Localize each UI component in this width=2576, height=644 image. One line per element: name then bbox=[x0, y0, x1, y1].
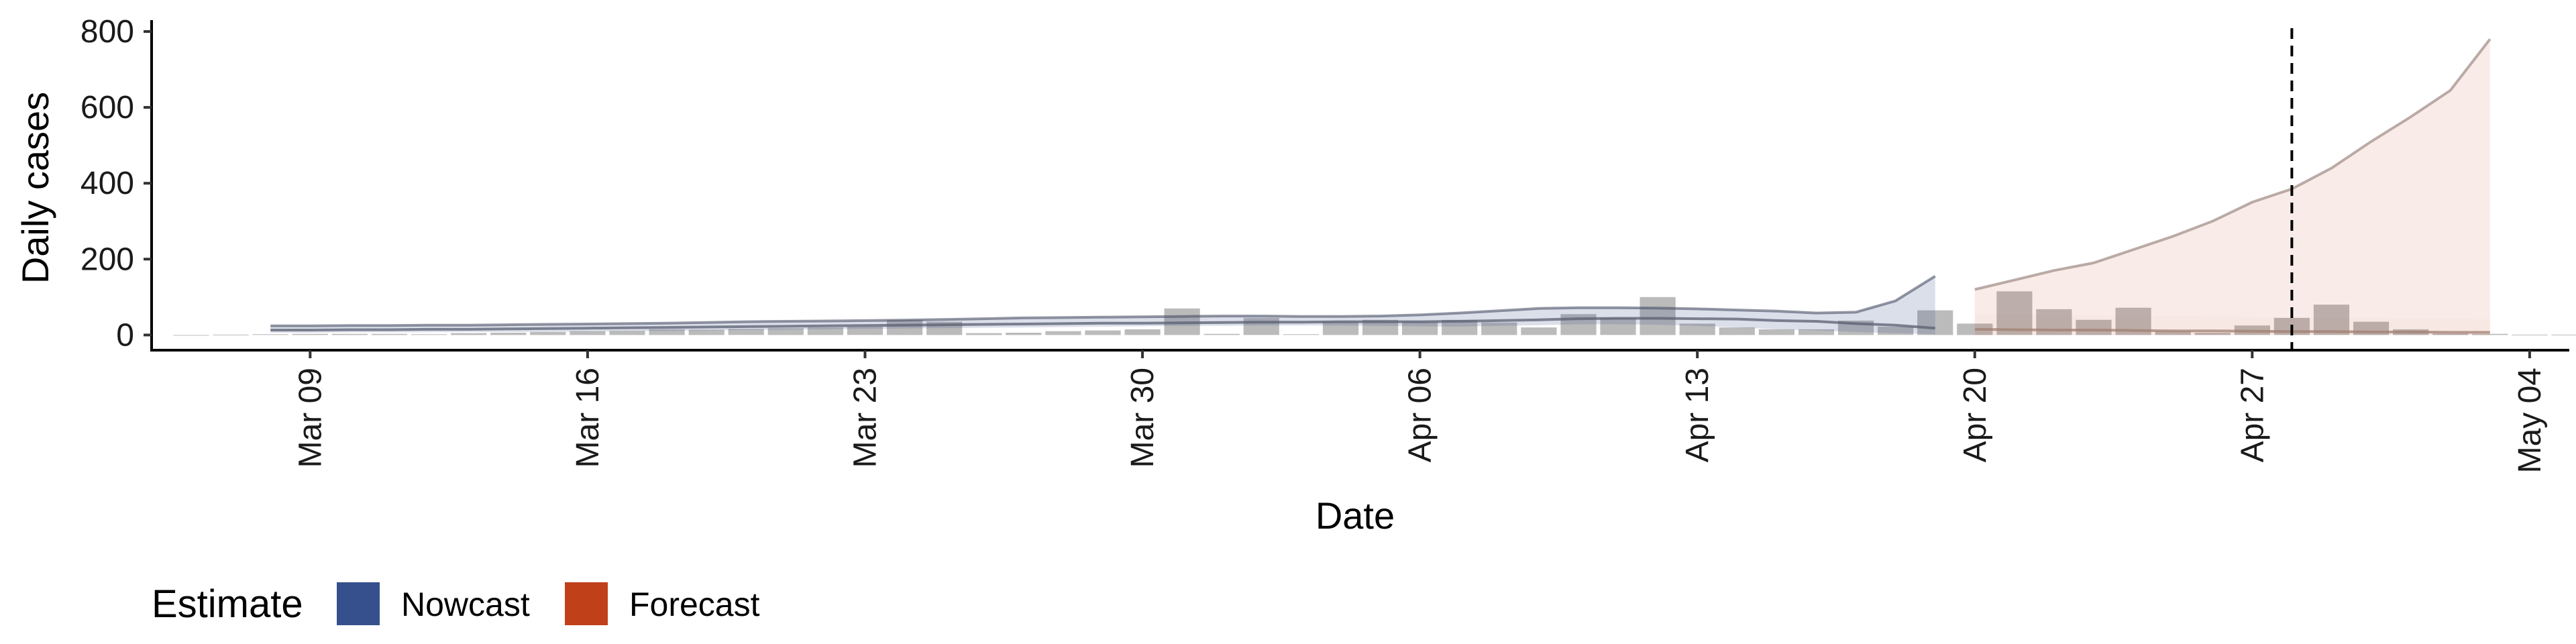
x-tick-label: Apr 20 bbox=[1957, 368, 1993, 462]
observed-case-bar bbox=[1243, 317, 1279, 335]
observed-case-bar bbox=[1719, 327, 1755, 335]
observed-case-bar bbox=[1322, 321, 1359, 335]
observed-case-bar bbox=[1679, 323, 1715, 335]
observed-case-bar bbox=[1203, 333, 1240, 335]
observed-case-bar bbox=[728, 329, 764, 335]
observed-case-bar bbox=[1996, 291, 2033, 335]
legend-label-nowcast: Nowcast bbox=[401, 586, 530, 623]
axes: 0 200 400 600 800 Mar 09 Mar 16 Mar 23 Mar 30 Apr… bbox=[80, 14, 2569, 473]
observed-case-bar bbox=[411, 334, 447, 335]
observed-case-bar bbox=[331, 333, 368, 335]
observed-case-bar bbox=[2432, 333, 2469, 335]
observed-case-bar bbox=[649, 329, 685, 335]
legend: Estimate Nowcast Forecast bbox=[152, 582, 760, 626]
x-tick-label: Mar 09 bbox=[292, 368, 328, 468]
observed-case-bar bbox=[1878, 326, 1914, 335]
x-tick-label: Apr 13 bbox=[1680, 368, 1715, 462]
y-tick-label: 200 bbox=[80, 241, 134, 277]
observed-case-bar bbox=[1640, 297, 1676, 335]
observed-case-bar bbox=[2155, 331, 2191, 335]
forecast-median-line bbox=[1974, 327, 2490, 334]
observed-case-bar bbox=[767, 328, 804, 335]
observed-case-bar bbox=[1917, 310, 1953, 335]
nowcast-upper-line bbox=[270, 275, 1936, 327]
y-axis-title: Daily cases bbox=[14, 92, 56, 284]
observed-case-bar bbox=[887, 319, 923, 335]
legend-swatch-forecast bbox=[565, 582, 608, 625]
observed-case-bar bbox=[451, 333, 487, 335]
legend-swatch-nowcast bbox=[337, 582, 380, 625]
observed-case-bar bbox=[570, 331, 606, 335]
observed-case-bar bbox=[1521, 327, 1557, 335]
legend-title: Estimate bbox=[152, 582, 303, 626]
observed-case-bar bbox=[1006, 333, 1042, 335]
observed-case-bar bbox=[1442, 319, 1478, 335]
observed-case-bar bbox=[530, 331, 566, 335]
nowcast-median-line bbox=[270, 317, 1935, 331]
x-tick-label: Mar 16 bbox=[570, 368, 606, 468]
plot-area bbox=[173, 28, 2576, 350]
observed-case-bar bbox=[1402, 321, 1438, 335]
observed-case-bar bbox=[1124, 329, 1161, 335]
x-tick-label: Mar 23 bbox=[848, 368, 883, 468]
y-tick-label: 400 bbox=[80, 166, 134, 201]
observed-case-bar bbox=[490, 333, 527, 335]
observed-case-bar bbox=[966, 333, 1002, 335]
observed-case-bar bbox=[2313, 305, 2350, 335]
observed-case-bar bbox=[1045, 331, 1081, 335]
y-tick-label: 800 bbox=[80, 14, 134, 50]
observed-case-bar bbox=[807, 327, 843, 335]
forecast-interval-band bbox=[1974, 39, 2490, 319]
x-tick-label: Apr 06 bbox=[1403, 368, 1438, 462]
x-axis-title: Date bbox=[1316, 494, 1395, 537]
forecast-upper-line bbox=[1974, 38, 2491, 291]
observed-case-bar bbox=[847, 326, 883, 335]
observed-case-bar bbox=[2472, 333, 2508, 335]
observed-case-bar bbox=[1085, 330, 1121, 335]
x-tick-label: Mar 30 bbox=[1125, 368, 1161, 468]
observed-case-bar bbox=[292, 333, 328, 335]
observed-case-bar bbox=[1362, 319, 1399, 335]
observed-case-bar bbox=[252, 334, 288, 335]
observed-case-bar bbox=[2194, 333, 2231, 335]
observed-case-bar bbox=[1798, 329, 1835, 335]
observed-case-bar bbox=[1283, 334, 1319, 335]
x-tick-label: Apr 27 bbox=[2235, 368, 2270, 462]
legend-label-forecast: Forecast bbox=[629, 586, 760, 623]
x-tick-label: May 04 bbox=[2512, 368, 2548, 473]
observed-case-bar bbox=[371, 333, 408, 335]
y-tick-label: 0 bbox=[116, 317, 134, 353]
observed-case-bar bbox=[1758, 329, 1794, 335]
observed-case-bar bbox=[1481, 322, 1517, 335]
observed-case-bar bbox=[1957, 323, 1993, 335]
observed-case-bar bbox=[1600, 317, 1636, 335]
y-tick-label: 600 bbox=[80, 90, 134, 125]
observed-case-bar bbox=[609, 331, 645, 335]
observed-case-bar bbox=[688, 329, 724, 335]
